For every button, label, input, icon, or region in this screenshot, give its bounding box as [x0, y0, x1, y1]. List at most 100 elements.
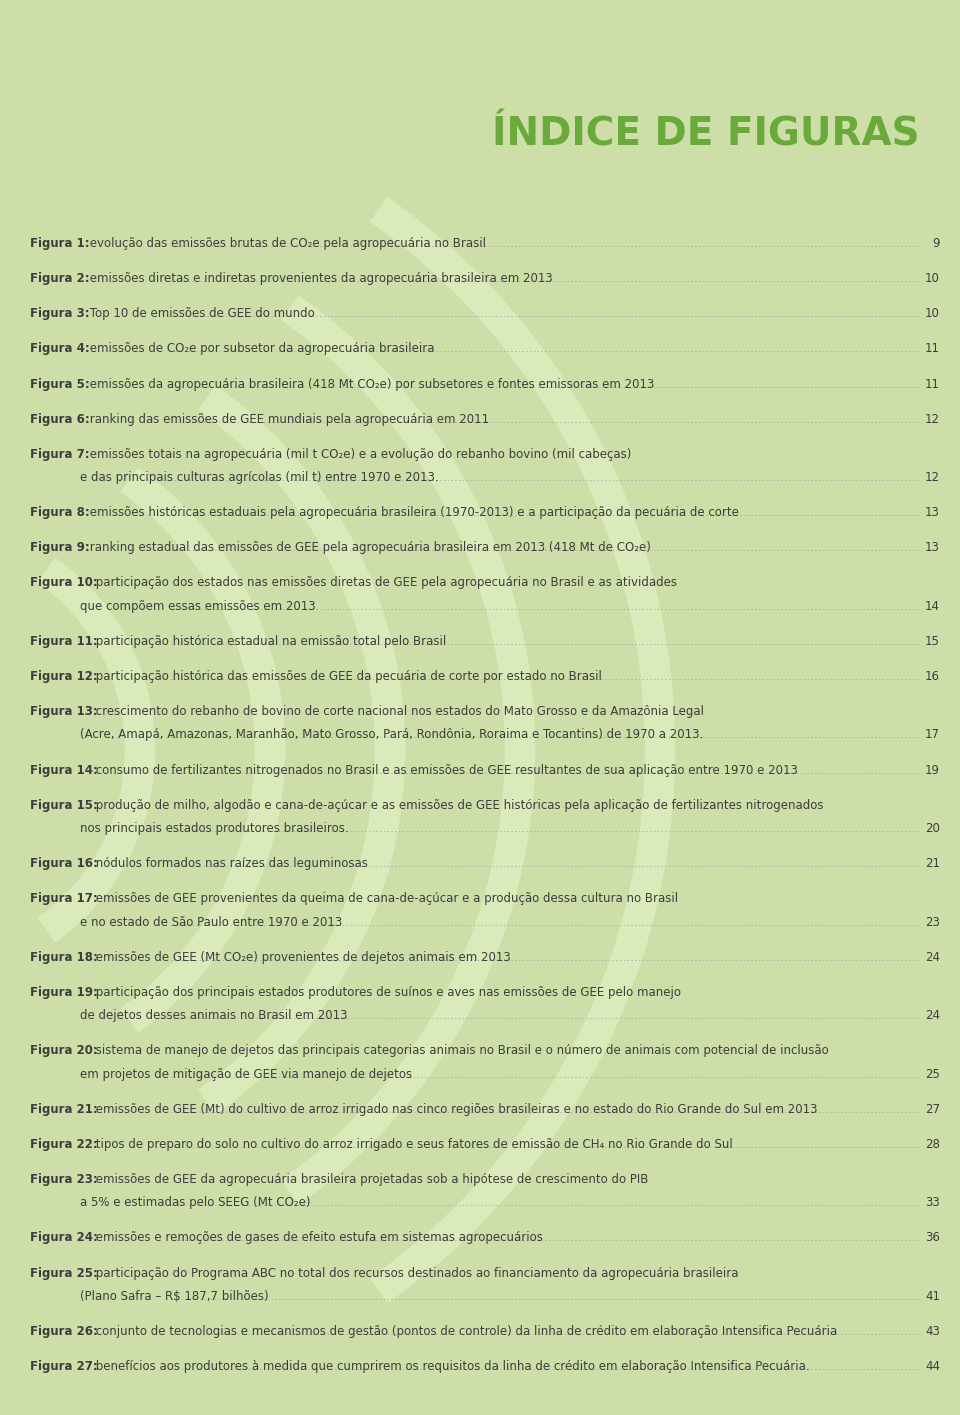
Text: Figura 6:: Figura 6: [30, 413, 89, 426]
Text: participação histórica das emissões de GEE da pecuária de corte por estado no Br: participação histórica das emissões de G… [92, 669, 602, 683]
Text: Figura 12:: Figura 12: [30, 669, 98, 683]
Text: Figura 16:: Figura 16: [30, 857, 98, 870]
Text: 9: 9 [932, 238, 940, 250]
Text: ranking das emissões de GEE mundiais pela agropecuária em 2011: ranking das emissões de GEE mundiais pel… [85, 413, 489, 426]
Text: ................................................................................: ........................................… [170, 916, 920, 928]
Text: ................................................................................: ........................................… [170, 857, 920, 870]
Text: benefícios aos produtores à medida que cumprirem os requisitos da linha de crédi: benefícios aos produtores à medida que c… [92, 1360, 809, 1373]
Text: ................................................................................: ........................................… [170, 669, 920, 683]
Text: Figura 20:: Figura 20: [30, 1044, 98, 1057]
Text: 24: 24 [925, 1009, 940, 1022]
Text: e das principais culturas agrícolas (mil t) entre 1970 e 2013.: e das principais culturas agrícolas (mil… [80, 471, 439, 484]
Text: crescimento do rebanho de bovino de corte nacional nos estados do Mato Grosso e : crescimento do rebanho de bovino de cort… [92, 705, 704, 717]
Text: Figura 5:: Figura 5: [30, 378, 89, 391]
Text: consumo de fertilizantes nitrogenados no Brasil e as emissões de GEE resultantes: consumo de fertilizantes nitrogenados no… [92, 764, 798, 777]
Text: participação dos estados nas emissões diretas de GEE pela agropecuária no Brasil: participação dos estados nas emissões di… [92, 576, 677, 590]
Text: 13: 13 [925, 542, 940, 555]
Text: ................................................................................: ........................................… [170, 1102, 920, 1116]
Text: ................................................................................: ........................................… [170, 1196, 920, 1210]
Text: ................................................................................: ........................................… [170, 822, 920, 835]
Text: Figura 15:: Figura 15: [30, 798, 98, 812]
Text: emissões históricas estaduais pela agropecuária brasileira (1970-2013) e a parti: emissões históricas estaduais pela agrop… [85, 507, 738, 519]
Text: emissões diretas e indiretas provenientes da agropecuária brasileira em 2013: emissões diretas e indiretas proveniente… [85, 272, 553, 286]
Text: emissões de GEE (Mt CO₂e) provenientes de dejetos animais em 2013: emissões de GEE (Mt CO₂e) provenientes d… [92, 951, 511, 964]
Text: Figura 14:: Figura 14: [30, 764, 98, 777]
Text: 11: 11 [925, 378, 940, 391]
Text: que compõem essas emissões em 2013: que compõem essas emissões em 2013 [80, 600, 316, 613]
Text: participação histórica estadual na emissão total pelo Brasil: participação histórica estadual na emiss… [92, 635, 446, 648]
Text: 12: 12 [925, 413, 940, 426]
Text: 41: 41 [925, 1290, 940, 1303]
Text: Figura 24:: Figura 24: [30, 1231, 98, 1244]
Text: emissões de GEE da agropecuária brasileira projetadas sob a hipótese de crescime: emissões de GEE da agropecuária brasilei… [92, 1173, 648, 1186]
Text: Figura 21:: Figura 21: [30, 1102, 98, 1116]
Text: emissões de GEE (Mt) do cultivo de arroz irrigado nas cinco regiões brasileiras : emissões de GEE (Mt) do cultivo de arroz… [92, 1102, 818, 1116]
Text: 10: 10 [925, 272, 940, 286]
Text: ................................................................................: ........................................… [170, 1068, 920, 1081]
Text: emissões totais na agropecuária (mil t CO₂e) e a evolução do rebanho bovino (mil: emissões totais na agropecuária (mil t C… [85, 447, 631, 461]
Text: Figura 25:: Figura 25: [30, 1266, 98, 1279]
Text: 11: 11 [925, 342, 940, 355]
Text: 23: 23 [925, 916, 940, 928]
Text: Figura 11:: Figura 11: [30, 635, 98, 648]
Text: Figura 3:: Figura 3: [30, 307, 89, 320]
Text: nódulos formados nas raízes das leguminosas: nódulos formados nas raízes das legumino… [92, 857, 368, 870]
Text: 19: 19 [925, 764, 940, 777]
Text: nos principais estados produtores brasileiros.: nos principais estados produtores brasil… [80, 822, 348, 835]
Text: a 5% e estimadas pelo SEEG (Mt CO₂e): a 5% e estimadas pelo SEEG (Mt CO₂e) [80, 1196, 310, 1210]
Text: sistema de manejo de dejetos das principais categorias animais no Brasil e o núm: sistema de manejo de dejetos das princip… [92, 1044, 828, 1057]
Text: ................................................................................: ........................................… [170, 764, 920, 777]
Text: 15: 15 [925, 635, 940, 648]
Text: ................................................................................: ........................................… [170, 1009, 920, 1022]
Text: ................................................................................: ........................................… [170, 951, 920, 964]
Text: ÍNDICE DE FIGURAS: ÍNDICE DE FIGURAS [492, 116, 920, 154]
Text: Figura 9:: Figura 9: [30, 542, 89, 555]
Text: ................................................................................: ........................................… [170, 542, 920, 555]
Text: ................................................................................: ........................................… [170, 1138, 920, 1150]
Text: participação dos principais estados produtores de suínos e aves nas emissões de : participação dos principais estados prod… [92, 986, 681, 999]
Text: 24: 24 [925, 951, 940, 964]
Text: emissões de CO₂e por subsetor da agropecuária brasileira: emissões de CO₂e por subsetor da agropec… [85, 342, 434, 355]
Text: de dejetos desses animais no Brasil em 2013: de dejetos desses animais no Brasil em 2… [80, 1009, 348, 1022]
Text: conjunto de tecnologias e mecanismos de gestão (pontos de controle) da linha de : conjunto de tecnologias e mecanismos de … [92, 1324, 837, 1339]
Text: ................................................................................: ........................................… [170, 238, 920, 250]
Text: ................................................................................: ........................................… [170, 729, 920, 741]
Text: produção de milho, algodão e cana-de-açúcar e as emissões de GEE históricas pela: produção de milho, algodão e cana-de-açú… [92, 798, 824, 812]
Text: 21: 21 [925, 857, 940, 870]
Text: 14: 14 [925, 600, 940, 613]
Text: Top 10 de emissões de GEE do mundo: Top 10 de emissões de GEE do mundo [85, 307, 315, 320]
Text: 33: 33 [925, 1196, 940, 1210]
Text: 10: 10 [925, 307, 940, 320]
Text: (Acre, Amapá, Amazonas, Maranhão, Mato Grosso, Pará, Rondônia, Roraima e Tocanti: (Acre, Amapá, Amazonas, Maranhão, Mato G… [80, 729, 704, 741]
Text: Figura 19:: Figura 19: [30, 986, 98, 999]
Text: ................................................................................: ........................................… [170, 1290, 920, 1303]
Text: ranking estadual das emissões de GEE pela agropecuária brasileira em 2013 (418 M: ranking estadual das emissões de GEE pel… [85, 542, 651, 555]
Text: evolução das emissões brutas de CO₂e pela agropecuária no Brasil: evolução das emissões brutas de CO₂e pel… [85, 238, 486, 250]
Text: emissões de GEE provenientes da queima de cana-de-açúcar e a produção dessa cult: emissões de GEE provenientes da queima d… [92, 893, 678, 906]
Text: e no estado de São Paulo entre 1970 e 2013: e no estado de São Paulo entre 1970 e 20… [80, 916, 343, 928]
Text: Figura 13:: Figura 13: [30, 705, 98, 717]
Text: tipos de preparo do solo no cultivo do arroz irrigado e seus fatores de emissão : tipos de preparo do solo no cultivo do a… [92, 1138, 732, 1150]
Text: ................................................................................: ........................................… [170, 1324, 920, 1339]
Text: ................................................................................: ........................................… [170, 1231, 920, 1244]
Text: Figura 17:: Figura 17: [30, 893, 98, 906]
Text: ................................................................................: ........................................… [170, 600, 920, 613]
Text: Figura 23:: Figura 23: [30, 1173, 98, 1186]
Text: ................................................................................: ........................................… [170, 272, 920, 286]
Text: 20: 20 [925, 822, 940, 835]
Text: ................................................................................: ........................................… [170, 471, 920, 484]
Text: ................................................................................: ........................................… [170, 1360, 920, 1373]
Text: ................................................................................: ........................................… [170, 342, 920, 355]
Text: Figura 18:: Figura 18: [30, 951, 98, 964]
Text: 17: 17 [925, 729, 940, 741]
Text: ................................................................................: ........................................… [170, 507, 920, 519]
Text: 16: 16 [925, 669, 940, 683]
Text: Figura 10:: Figura 10: [30, 576, 98, 590]
Text: 25: 25 [925, 1068, 940, 1081]
Text: 27: 27 [925, 1102, 940, 1116]
Text: (Plano Safra – R$ 187,7 bilhões): (Plano Safra – R$ 187,7 bilhões) [80, 1290, 269, 1303]
Text: emissões e remoções de gases de efeito estufa em sistemas agropecuários: emissões e remoções de gases de efeito e… [92, 1231, 542, 1244]
Text: Figura 2:: Figura 2: [30, 272, 89, 286]
Text: Figura 26:: Figura 26: [30, 1324, 98, 1339]
Text: 28: 28 [925, 1138, 940, 1150]
